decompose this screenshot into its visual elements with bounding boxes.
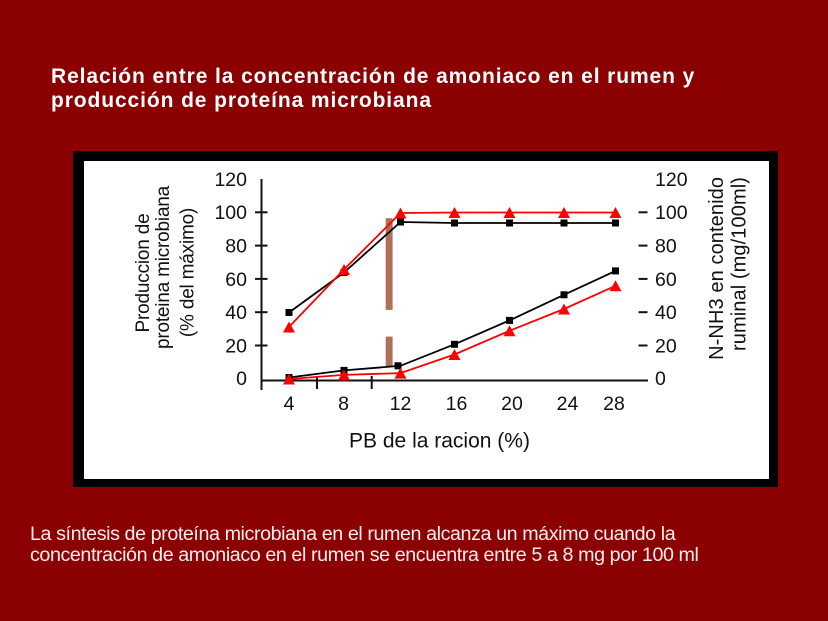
svg-text:100: 100 xyxy=(214,202,247,224)
svg-text:40: 40 xyxy=(655,302,677,324)
svg-text:(% del máximo): (% del máximo) xyxy=(178,208,199,337)
svg-text:16: 16 xyxy=(446,393,468,415)
svg-text:24: 24 xyxy=(557,393,579,415)
svg-text:0: 0 xyxy=(655,368,666,390)
svg-text:60: 60 xyxy=(225,269,247,291)
svg-text:proteina microbiana: proteina microbiana xyxy=(153,185,174,349)
svg-text:20: 20 xyxy=(655,335,677,357)
svg-text:4: 4 xyxy=(284,393,295,415)
svg-text:60: 60 xyxy=(655,269,677,291)
svg-text:8: 8 xyxy=(338,393,349,415)
svg-text:12: 12 xyxy=(390,393,412,415)
svg-text:120: 120 xyxy=(214,169,247,191)
svg-text:80: 80 xyxy=(225,236,247,258)
svg-text:120: 120 xyxy=(655,169,688,191)
svg-text:0: 0 xyxy=(236,368,247,390)
svg-text:40: 40 xyxy=(225,302,247,324)
svg-text:ruminal (mg/100ml): ruminal (mg/100ml) xyxy=(729,177,751,351)
svg-text:Produccion de: Produccion de xyxy=(133,214,154,333)
svg-text:20: 20 xyxy=(501,393,523,415)
svg-text:20: 20 xyxy=(225,335,247,357)
svg-text:80: 80 xyxy=(655,236,677,258)
svg-text:28: 28 xyxy=(603,393,625,415)
svg-text:100: 100 xyxy=(655,202,688,224)
svg-text:PB de la racion (%): PB de la racion (%) xyxy=(349,430,530,453)
svg-text:N-NH3 en contenido: N-NH3 en contenido xyxy=(706,177,728,360)
